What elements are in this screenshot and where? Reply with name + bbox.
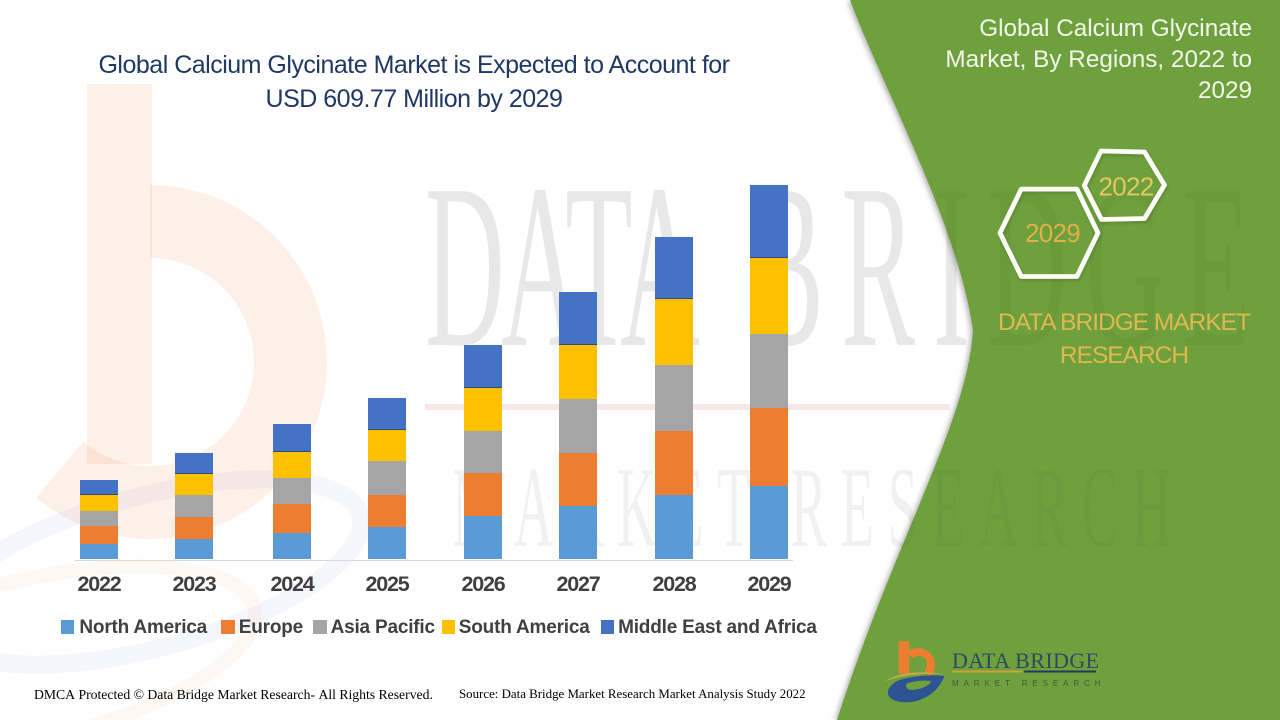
svg-text:2022: 2022 <box>1098 172 1153 202</box>
svg-text:DATA BRIDGE: DATA BRIDGE <box>952 648 1099 673</box>
svg-text:MARKET RESEARCH: MARKET RESEARCH <box>952 679 1105 688</box>
svg-text:2029: 2029 <box>1025 218 1080 248</box>
